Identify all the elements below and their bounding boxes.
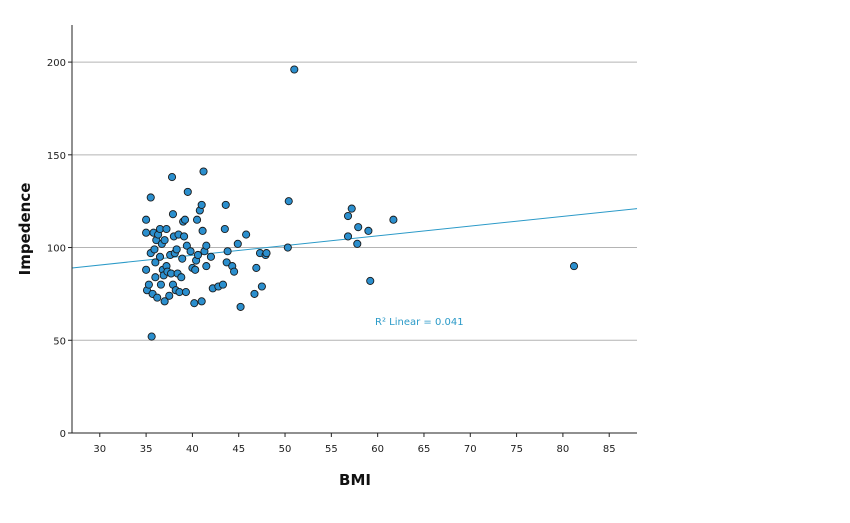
- linear-fit-line: [71, 208, 638, 269]
- data-point: [364, 226, 373, 235]
- data-point: [223, 247, 232, 256]
- data-point: [155, 252, 165, 261]
- data-point: [198, 226, 207, 235]
- data-points: [142, 65, 579, 341]
- x-tick-label: 60: [371, 444, 384, 455]
- y-tick-label: 150: [47, 151, 66, 162]
- fit-line-layer: [71, 208, 638, 269]
- data-point: [178, 254, 187, 263]
- data-point: [144, 280, 153, 289]
- data-point: [181, 288, 190, 297]
- data-point: [569, 262, 579, 271]
- data-point: [192, 215, 202, 224]
- data-point: [191, 265, 200, 274]
- data-point: [142, 265, 151, 274]
- data-point: [193, 250, 203, 260]
- data-point: [160, 236, 169, 245]
- x-tick-label: 65: [418, 444, 431, 455]
- x-tick-label: 35: [140, 444, 153, 455]
- gridlines: [72, 61, 637, 341]
- data-point: [177, 273, 186, 282]
- data-point: [180, 215, 190, 224]
- data-point: [182, 241, 191, 250]
- y-tick-label: 200: [47, 58, 66, 69]
- x-tick-label: 30: [93, 444, 106, 455]
- data-point: [343, 211, 353, 221]
- y-tick-label: 100: [47, 244, 66, 255]
- data-point: [199, 167, 208, 176]
- data-point: [190, 299, 199, 308]
- data-point: [347, 204, 356, 213]
- data-point: [146, 193, 155, 202]
- r-squared-annotation: R² Linear = 0.041: [375, 317, 464, 328]
- data-point: [284, 197, 293, 206]
- data-point: [183, 187, 192, 196]
- data-point: [354, 223, 363, 232]
- data-point: [353, 239, 362, 248]
- x-tick-label: 55: [325, 444, 338, 455]
- data-point: [389, 215, 398, 224]
- data-point: [221, 200, 230, 209]
- data-point: [230, 267, 239, 276]
- data-point: [366, 276, 375, 285]
- data-point: [197, 297, 206, 306]
- data-point: [142, 228, 151, 237]
- data-point: [180, 232, 189, 241]
- data-point: [252, 263, 261, 272]
- data-point: [233, 239, 242, 248]
- data-point: [147, 332, 156, 341]
- data-point: [197, 200, 206, 209]
- data-point: [222, 258, 231, 267]
- tick-labels: 30 35 40 45 50 55 60 65 70 75 80 85 0 50 100 150 200: [47, 58, 616, 455]
- data-point: [160, 297, 169, 306]
- data-point: [218, 280, 228, 289]
- data-point: [290, 65, 299, 74]
- data-point: [165, 291, 174, 300]
- data-point: [162, 224, 171, 234]
- data-point: [167, 173, 177, 182]
- data-point: [150, 245, 159, 254]
- y-tick-label: 50: [53, 336, 66, 347]
- x-tick-label: 45: [232, 444, 245, 455]
- y-tick-label: 0: [60, 429, 66, 440]
- data-point: [156, 280, 165, 289]
- data-point: [250, 289, 259, 298]
- data-point: [343, 232, 353, 241]
- x-tick-label: 40: [186, 444, 199, 455]
- data-point: [168, 210, 178, 219]
- data-point: [236, 302, 245, 311]
- x-tick-label: 85: [603, 444, 616, 455]
- axes: [71, 25, 637, 434]
- x-axis-title: BMI: [339, 471, 371, 489]
- x-tick-label: 80: [557, 444, 570, 455]
- data-point: [202, 262, 211, 271]
- data-point: [262, 249, 271, 258]
- y-axis-title: Impedence: [16, 183, 34, 276]
- data-point: [186, 247, 195, 256]
- data-point: [206, 252, 215, 261]
- x-tick-label: 70: [464, 444, 477, 455]
- data-point: [257, 282, 266, 291]
- x-tick-label: 50: [279, 444, 292, 455]
- data-point: [151, 273, 160, 282]
- data-point: [142, 215, 151, 224]
- data-point: [242, 230, 251, 239]
- data-point: [172, 245, 181, 254]
- data-point: [151, 258, 160, 267]
- data-point: [202, 241, 211, 250]
- data-point: [283, 243, 292, 252]
- data-point: [153, 293, 162, 302]
- x-tick-label: 75: [510, 444, 523, 455]
- data-point: [220, 224, 229, 234]
